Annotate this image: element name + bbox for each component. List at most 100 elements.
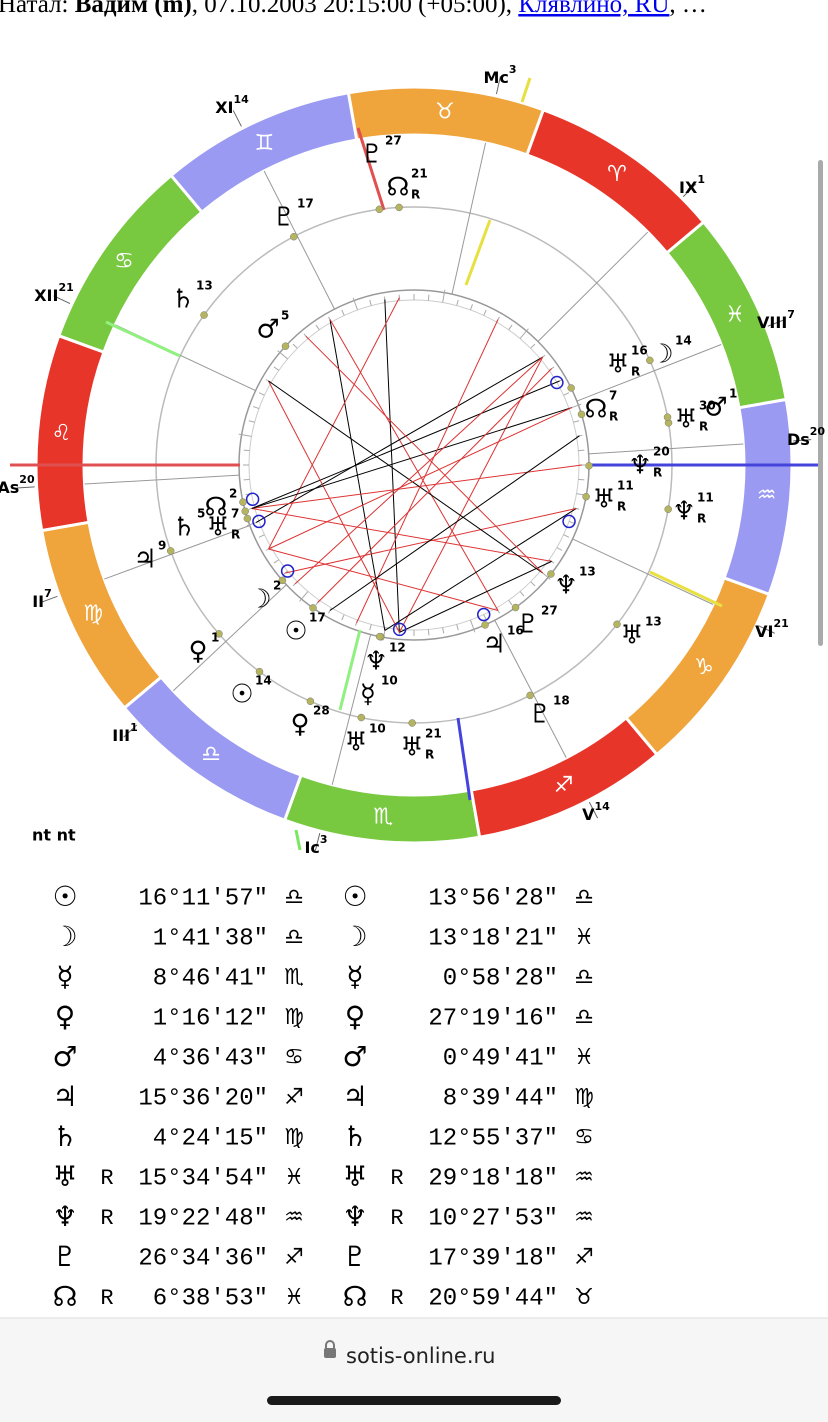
house-label: VIII7	[757, 308, 795, 332]
house-tick	[40, 595, 58, 604]
planet-degree: 20	[653, 445, 670, 459]
aspect-line	[255, 356, 543, 523]
axis-line	[456, 717, 472, 801]
sign-glyph: ♏	[373, 805, 393, 830]
planet-glyph: ♅	[620, 621, 643, 651]
degree-tick	[563, 534, 570, 538]
position-cell: 15°36′20″	[138, 1085, 268, 1112]
house-degree: 20	[19, 473, 35, 486]
planet-glyph: ♂	[704, 393, 727, 423]
axis-line	[338, 629, 362, 711]
house-tick	[758, 625, 775, 634]
url[interactable]: sotis-online.ru	[346, 1344, 495, 1368]
aspect-line	[251, 380, 560, 509]
sign-glyph: ♓	[725, 302, 745, 327]
scrollbar	[818, 160, 823, 646]
sign-cell: ♍	[284, 1125, 304, 1150]
position-cell: 20°59′44″	[428, 1285, 558, 1312]
axis-line	[520, 77, 532, 103]
axis-line	[464, 219, 492, 286]
planet-glyph: ♆	[364, 647, 387, 677]
aspect-point	[476, 607, 491, 622]
house-degree: 21	[58, 281, 73, 294]
degree-tick	[442, 627, 445, 634]
sign-segment	[469, 715, 660, 839]
house-name: III	[112, 726, 130, 745]
aspect-line	[399, 560, 552, 633]
header-place[interactable]: Клявлино, RU	[518, 0, 669, 18]
planet-dot	[281, 342, 290, 350]
sign-cell: ♓	[284, 1165, 304, 1190]
planet-dot	[526, 691, 534, 700]
sign-segment	[40, 520, 164, 711]
planet-dot	[511, 603, 520, 612]
sign-cell: ♒	[574, 1165, 594, 1190]
planet-degree: 12	[389, 641, 406, 655]
planet-degree: 13	[645, 615, 662, 629]
planet-glyph: ♃	[482, 630, 505, 660]
sign-glyph: ♒	[757, 483, 777, 508]
house-label: II7	[32, 587, 52, 611]
planet-glyph: ♇	[272, 203, 295, 233]
house-name: Ic	[304, 838, 319, 857]
position-cell: 15°34′54″	[138, 1165, 268, 1192]
retro-cell: R	[100, 1206, 113, 1231]
planet-cell: ☉	[342, 880, 367, 913]
planet-cell: ♀	[55, 1000, 76, 1033]
aspect-line	[294, 356, 544, 585]
aspect-line	[356, 319, 499, 624]
degree-tick	[530, 581, 536, 587]
planet-dot	[357, 713, 366, 722]
planet-glyph: ☽	[248, 585, 271, 615]
retro-cell: R	[100, 1166, 113, 1191]
planet-cell: ☿	[56, 960, 73, 993]
planet-cell: ♅	[52, 1160, 77, 1193]
planet-degree: 2	[273, 579, 281, 593]
planet-dot	[215, 630, 223, 638]
planet-glyph: ☊	[584, 395, 607, 425]
house-name: XI	[215, 98, 233, 117]
planet-glyph: ♇	[516, 610, 539, 640]
degree-tick	[258, 534, 265, 538]
planet-degree: 7	[231, 507, 239, 521]
axis-line	[105, 320, 181, 358]
house-label: XII21	[34, 281, 74, 305]
planet-glyph: ♄	[171, 285, 194, 315]
axis-line	[294, 829, 302, 851]
sign-segment	[524, 107, 706, 255]
planet-dot	[239, 498, 247, 506]
house-degree: 21	[774, 617, 789, 630]
planet-glyph: ☽	[650, 340, 673, 370]
degree-tick	[292, 343, 298, 349]
planet-glyph: ☊	[386, 173, 409, 203]
planet-glyph: ♃	[133, 545, 156, 575]
planet-dot	[613, 620, 621, 628]
sign-glyph: ♈	[607, 162, 627, 187]
planet-cell: ☽	[52, 920, 77, 953]
planet-degree: 1	[211, 631, 219, 645]
planet-degree: 11	[617, 479, 634, 493]
planet-glyph: ♆	[554, 571, 577, 601]
planet-dot	[585, 462, 593, 470]
house-tick	[53, 295, 71, 304]
lock-icon	[324, 1348, 336, 1358]
house-tick	[314, 833, 321, 851]
planet-degree: 17	[297, 197, 314, 211]
house-tick	[16, 486, 35, 489]
sign-cell: ♋	[574, 1125, 594, 1150]
planet-cell: ☽	[342, 920, 367, 953]
house-label: III1	[112, 721, 138, 745]
planet-cell: ☊	[343, 1280, 368, 1313]
planet-retro: R	[425, 748, 434, 762]
planet-degree: 16	[631, 344, 648, 358]
house-tick	[682, 183, 697, 198]
planet-degree: 21	[411, 167, 428, 181]
header-ellipsis: , …	[669, 0, 707, 18]
planet-glyph: ♅	[400, 733, 423, 763]
house-tick	[767, 319, 785, 327]
position-cell: 6°38′53″	[153, 1285, 268, 1312]
planet-degree: 7	[609, 389, 617, 403]
planet-dot	[375, 632, 384, 641]
planet-retro: R	[609, 410, 618, 424]
planet-dot	[306, 697, 315, 706]
